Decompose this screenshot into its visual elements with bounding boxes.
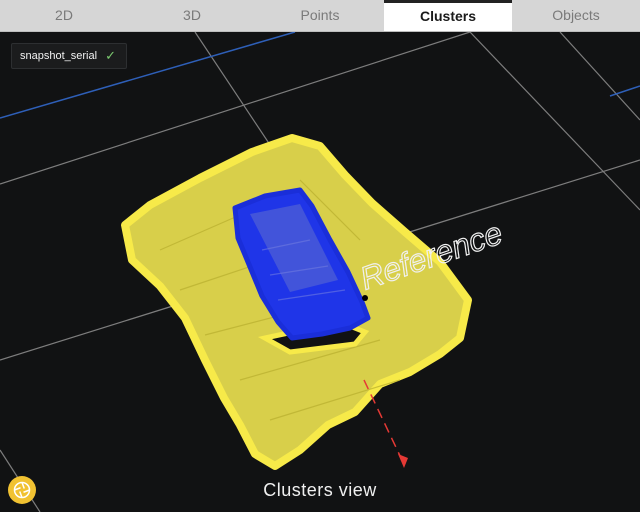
snapshot-chip[interactable]: snapshot_serial ✓: [11, 43, 127, 69]
tab-points[interactable]: Points: [300, 7, 340, 23]
red-axis-arrow: [363, 379, 408, 468]
tab-2d[interactable]: 2D: [55, 7, 73, 23]
tab-clusters[interactable]: Clusters: [384, 0, 512, 31]
axis-origin-point: [362, 295, 368, 301]
tab-3d[interactable]: 3D: [183, 7, 201, 23]
check-icon: ✓: [105, 48, 116, 63]
view-caption: Clusters view: [263, 480, 377, 500]
camera-shutter-button[interactable]: [8, 476, 36, 504]
blue-axis-line: [0, 32, 296, 119]
tab-objects[interactable]: Objects: [552, 7, 600, 23]
3d-viewport[interactable]: Reference: [0, 32, 640, 512]
inner-cluster[interactable]: [232, 187, 371, 341]
view-tabs: 2D 3D Points Clusters Objects: [0, 0, 640, 32]
blue-axis-line-right: [609, 85, 640, 97]
shutter-icon: [13, 481, 31, 499]
snapshot-label: snapshot_serial: [20, 50, 98, 62]
